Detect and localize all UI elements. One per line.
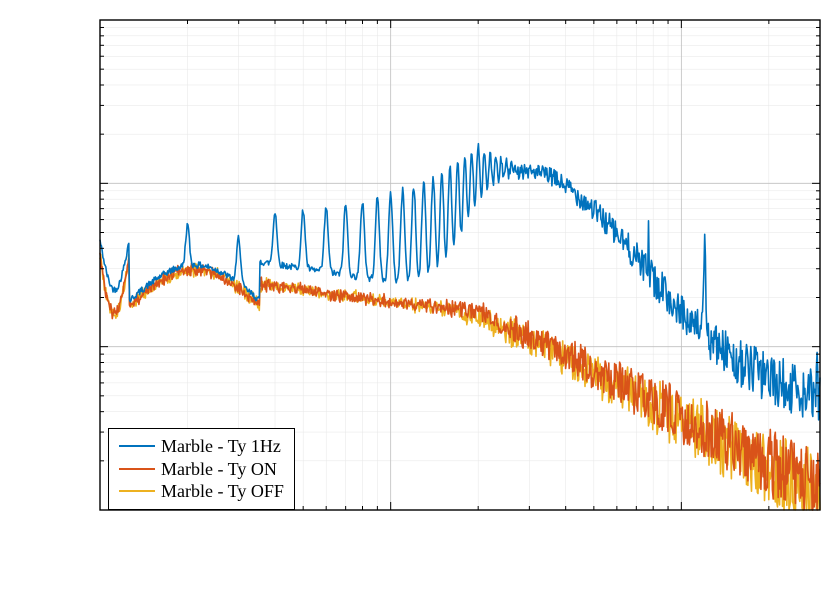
legend-item: Marble - Ty ON <box>119 458 284 481</box>
legend-swatch <box>119 468 155 470</box>
legend-label: Marble - Ty 1Hz <box>161 435 281 458</box>
legend-label: Marble - Ty OFF <box>161 480 284 503</box>
legend-swatch <box>119 445 155 447</box>
legend-label: Marble - Ty ON <box>161 458 277 481</box>
legend-swatch <box>119 490 155 492</box>
legend: Marble - Ty 1HzMarble - Ty ONMarble - Ty… <box>108 428 295 510</box>
legend-item: Marble - Ty 1Hz <box>119 435 284 458</box>
legend-item: Marble - Ty OFF <box>119 480 284 503</box>
chart-container: Marble - Ty 1HzMarble - Ty ONMarble - Ty… <box>0 0 830 590</box>
